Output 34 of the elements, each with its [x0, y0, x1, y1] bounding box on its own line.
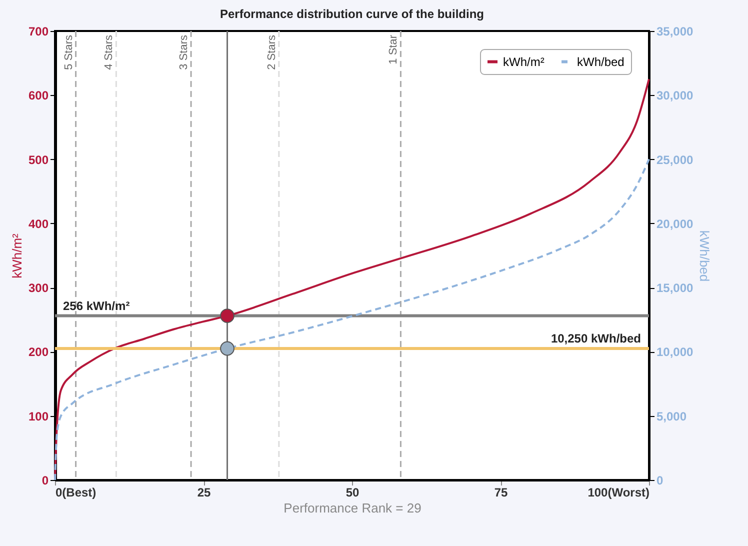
x-axis-title: Performance Rank = 29 — [284, 500, 422, 516]
y2-tick-label: 10,000 — [656, 345, 694, 360]
ref-line-label: 256 kWh/m² — [63, 298, 130, 313]
y2-tick-label: 5,000 — [656, 409, 687, 424]
y-tick-label: 0 — [42, 474, 49, 488]
y-tick-label: 700 — [28, 24, 49, 38]
y2-tick-label: 20,000 — [656, 216, 694, 231]
chart-title: Performance distribution curve of the building — [220, 7, 484, 21]
x-tick-label: 50 — [346, 486, 360, 500]
ref-line-label: 3 Stars — [178, 34, 190, 70]
ref-line-label: 5 Stars — [62, 34, 75, 70]
ref-line-label: 10,250 kWh/bed — [550, 332, 641, 346]
ref-line-label: 4 Stars — [103, 34, 116, 70]
x-tick-label: 100(Worst) — [588, 486, 650, 500]
y-tick-label: 200 — [28, 345, 49, 360]
y2-tick-label: 30,000 — [656, 88, 694, 103]
x-tick-label: 75 — [494, 486, 508, 500]
y-tick-label: 600 — [28, 88, 49, 103]
y-tick-label: 500 — [28, 152, 49, 167]
y-tick-label: 300 — [28, 281, 49, 296]
y-tick-label: 100 — [28, 409, 49, 424]
x-tick-label: 25 — [197, 486, 211, 500]
legend-label: kWh/m² — [503, 54, 544, 69]
y2-axis-title: kWh/bed — [697, 230, 712, 282]
ref-line-label: 1 Star — [388, 34, 400, 64]
y-axis-title: kWh/m² — [9, 232, 24, 278]
y2-tick-label: 25,000 — [656, 152, 694, 167]
ref-line-label: 2 Stars — [266, 34, 278, 70]
legend-label: kWh/bed — [577, 54, 624, 69]
y-tick-label: 400 — [28, 216, 49, 231]
y2-tick-label: 35,000 — [656, 24, 694, 38]
y2-tick-label: 0 — [656, 474, 664, 488]
x-tick-label: 0(Best) — [56, 486, 96, 500]
y2-tick-label: 15,000 — [656, 281, 694, 296]
